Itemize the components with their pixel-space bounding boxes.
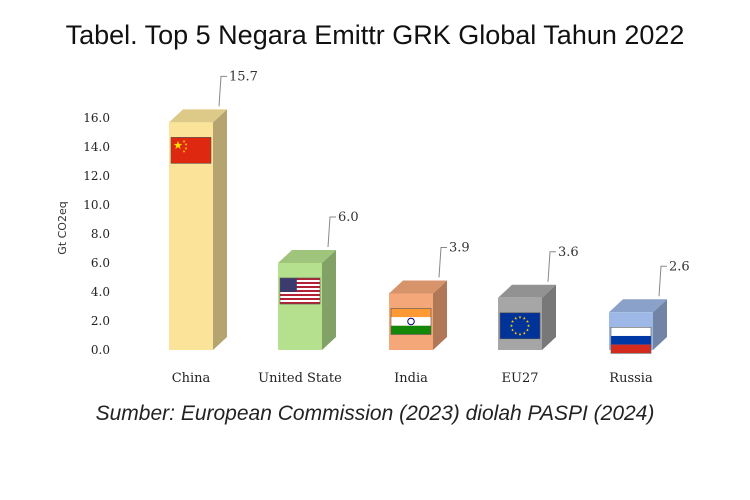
x-tick-label: United State [258,371,342,386]
y-tick-label: 12.0 [83,169,110,183]
chart-title: Tabel. Top 5 Negara Emittr GRK Global Ta… [65,20,685,50]
data-label-leader [658,265,667,297]
y-tick-label: 8.0 [91,227,110,241]
bar-united-state: 6.0 [278,210,359,350]
y-tick-label: 16.0 [83,111,110,125]
bar-eu27: 3.6 [498,245,579,350]
x-tick-label: India [394,371,428,386]
y-tick-label: 2.0 [91,314,110,328]
bar-side [213,109,227,350]
x-tick-label: EU27 [502,371,539,386]
bar-russia: 2.6 [609,259,690,354]
bar-side [653,299,667,350]
x-axis: China United State India EU27 Russia [172,371,653,386]
data-label: 3.9 [449,240,470,255]
x-tick-label: Russia [609,371,653,386]
y-tick-label: 4.0 [91,285,110,299]
source-note: Sumber: European Commission (2023) diola… [95,402,655,425]
bar-top [609,299,667,313]
data-label-leader [218,75,227,107]
bar-top [389,280,447,294]
data-label: 2.6 [669,259,690,274]
data-label-leader [547,251,556,282]
y-tick-label: 14.0 [83,140,110,154]
china-flag-icon [170,137,212,164]
russia-flag-icon [610,326,652,354]
india-flag-icon [390,308,432,335]
bar-side [322,250,336,350]
data-label: 15.7 [229,69,258,84]
bar-top [278,250,336,263]
bar-side [542,284,556,350]
y-tick-label: 10.0 [83,198,110,212]
bar-china: 15.7 [169,69,258,350]
bar-side [433,280,447,350]
data-label-leader [327,216,336,248]
y-tick-label: 6.0 [91,256,110,270]
y-tick-label: 0.0 [91,343,110,357]
bar-top [169,109,227,123]
x-tick-label: China [172,371,211,386]
data-label: 6.0 [338,210,359,225]
data-label-leader [438,246,447,278]
usa-flag-icon [279,277,321,305]
y-axis: 0.0 2.0 4.0 6.0 8.0 10.0 12.0 14.0 16.0 [83,111,110,357]
bar-front [278,263,322,350]
bars-group: 15.7 6.0 3.9 3.6 2.6 [169,69,690,354]
y-axis-label: Gt CO2eq [56,201,69,254]
data-label: 3.6 [558,245,579,260]
eu-flag-icon [499,312,541,340]
bar-top [498,284,556,298]
bar-india: 3.9 [389,240,470,350]
